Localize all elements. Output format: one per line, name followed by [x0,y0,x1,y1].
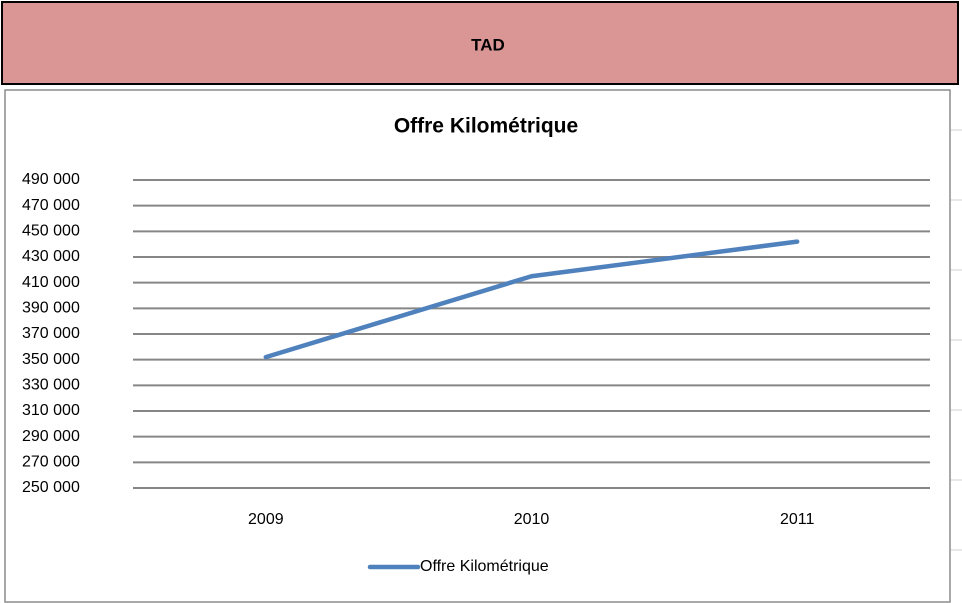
y-tick-label: 290 000 [22,428,80,445]
x-tick-label: 2010 [514,511,550,528]
y-tick-label: 270 000 [22,454,80,471]
header-title: TAD [471,35,505,54]
y-tick-label: 310 000 [22,402,80,419]
chart-frame [4,89,951,603]
y-tick-label: 430 000 [22,248,80,265]
x-tick-label: 2011 [780,511,815,528]
y-tick-label: 370 000 [22,325,80,342]
y-tick-label: 470 000 [22,197,80,214]
legend-label: Offre Kilométrique [420,558,549,575]
y-tick-label: 390 000 [22,300,80,317]
chart-title: Offre Kilométrique [394,115,578,138]
y-tick-label: 250 000 [22,479,80,496]
y-tick-label: 330 000 [22,377,80,394]
line-series [263,239,800,360]
y-tick-label: 410 000 [22,274,80,291]
y-tick-label: 450 000 [22,223,80,240]
y-tick-label: 490 000 [22,171,80,188]
x-tick-label: 2009 [248,511,284,528]
header-band [1,1,959,85]
y-tick-label: 350 000 [22,351,80,368]
